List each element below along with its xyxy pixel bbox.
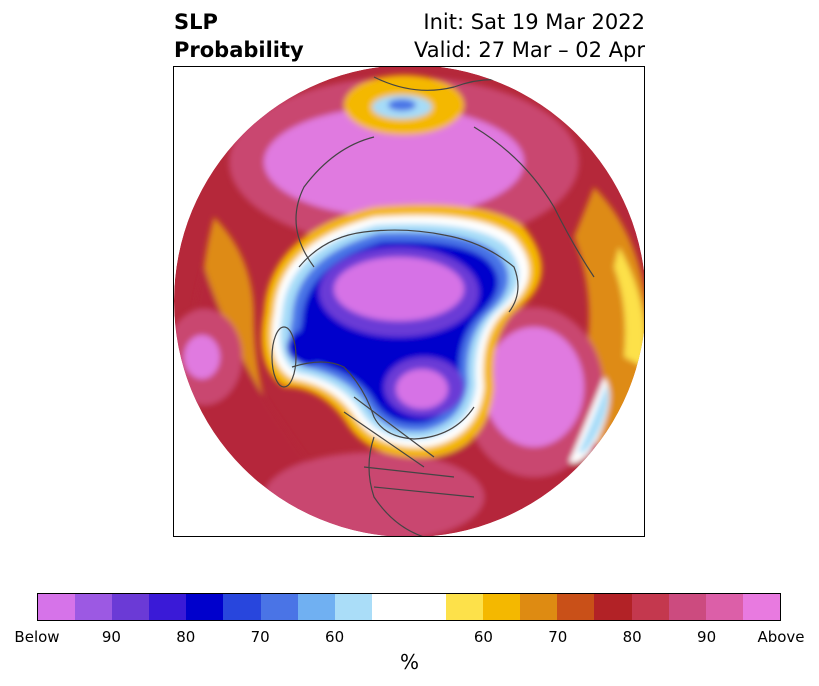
above-east-yellow xyxy=(614,247,644,367)
coastlines xyxy=(271,76,595,536)
below-magenta-south xyxy=(396,369,448,409)
colorbar-tick-labels: Below 90 80 70 60 60 70 80 90 Above xyxy=(0,628,819,648)
below-blue-west xyxy=(287,329,331,365)
colorbar-segment xyxy=(557,594,595,620)
colorbar-tick-label: 60 xyxy=(325,628,345,646)
probability-field xyxy=(174,67,644,536)
colorbar-segment xyxy=(668,594,706,620)
colorbar-segment xyxy=(186,594,224,620)
arctic-coast-line xyxy=(298,229,519,313)
colorbar-tick-label: 80 xyxy=(622,628,642,646)
colorbar-segment xyxy=(38,594,76,620)
above-east-high xyxy=(484,327,584,447)
colorbar-tick-label: 90 xyxy=(101,628,121,646)
colorbar-tick-label: Above xyxy=(757,628,805,646)
chart-title-right: Init: Sat 19 Mar 2022 Valid: 27 Mar – 02… xyxy=(414,8,645,64)
probability-map-svg xyxy=(174,67,644,536)
above-north-high xyxy=(264,107,524,217)
colorbar-segment xyxy=(371,594,409,620)
colorbar-tick-label: 60 xyxy=(473,628,493,646)
colorbar-segment xyxy=(408,594,447,620)
colorbar-segment xyxy=(446,594,484,620)
colorbar-tick-label: Below xyxy=(14,628,60,646)
below-east-light-blue xyxy=(578,385,609,454)
north-america-coast-line xyxy=(291,361,475,440)
init-date: Init: Sat 19 Mar 2022 xyxy=(423,10,645,34)
colorbar-segment xyxy=(594,594,632,620)
transition-east-white xyxy=(569,377,610,463)
colorbar-tick-label: 80 xyxy=(176,628,196,646)
colorbar-segment xyxy=(334,594,372,620)
colorbar-segment xyxy=(149,594,187,620)
title-variable: SLP xyxy=(174,10,218,34)
colorbar-segment xyxy=(75,594,113,620)
below-magenta-center xyxy=(334,257,464,321)
polar-map xyxy=(173,66,645,537)
colorbar-unit-label: % xyxy=(399,650,419,674)
colorbar-segment xyxy=(742,594,780,620)
asia-coast-line xyxy=(473,126,595,278)
colorbar xyxy=(37,593,781,621)
colorbar-tick-label: 70 xyxy=(548,628,568,646)
below-north-blue xyxy=(388,99,416,111)
greenland-outline xyxy=(271,326,297,388)
colorbar-segment xyxy=(520,594,558,620)
colorbar-segment xyxy=(223,594,261,620)
valid-range: Valid: 27 Mar – 02 Apr xyxy=(414,38,645,62)
us-east-coast-line xyxy=(368,436,425,536)
boundary-lines xyxy=(343,396,475,498)
colorbar-segment xyxy=(260,594,298,620)
colorbar-segment xyxy=(483,594,521,620)
title-type: Probability xyxy=(174,38,304,62)
colorbar-segment xyxy=(705,594,743,620)
chart-title-left: SLP Probability xyxy=(174,8,304,64)
colorbar-segment xyxy=(112,594,150,620)
above-west-high xyxy=(184,335,220,379)
colorbar-tick-label: 90 xyxy=(697,628,717,646)
colorbar-segment xyxy=(297,594,335,620)
europe-coast-line xyxy=(295,136,375,268)
colorbar-segment xyxy=(631,594,669,620)
colorbar-tick-label: 70 xyxy=(250,628,270,646)
